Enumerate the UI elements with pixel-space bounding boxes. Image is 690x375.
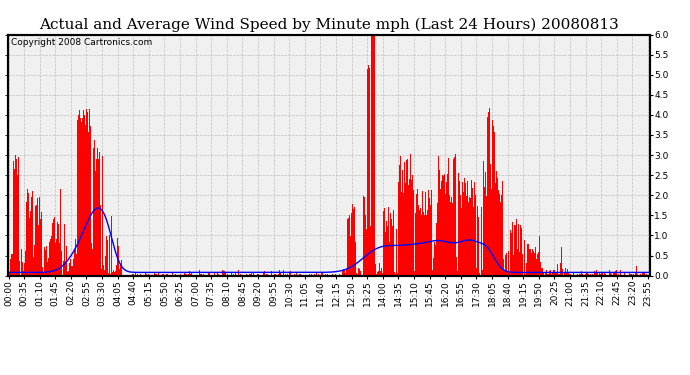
Text: Copyright 2008 Cartronics.com: Copyright 2008 Cartronics.com [12,38,152,47]
Title: Actual and Average Wind Speed by Minute mph (Last 24 Hours) 20080813: Actual and Average Wind Speed by Minute … [39,18,619,32]
